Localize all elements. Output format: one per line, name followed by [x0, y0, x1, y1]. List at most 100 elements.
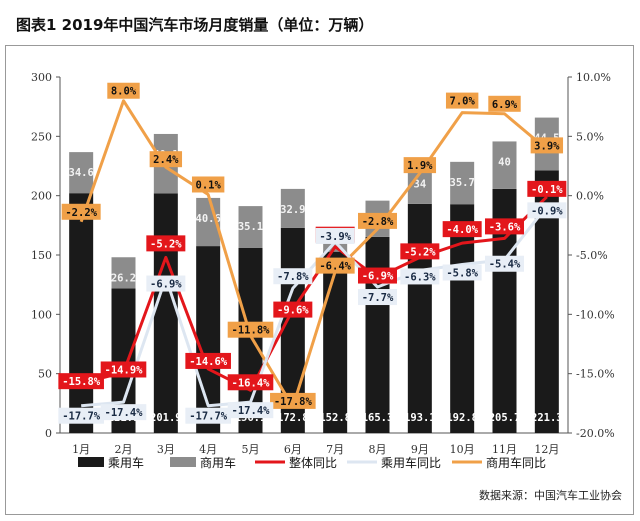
y-tick-label: 150	[31, 249, 52, 262]
x-tick-label: 7月	[326, 443, 344, 456]
line-passenger-yoy	[81, 205, 549, 408]
x-tick-label: 2月	[115, 443, 133, 456]
line-passenger-yoy-label-box	[185, 407, 231, 424]
line-passenger-yoy-label-box	[442, 264, 482, 281]
bar-commercial-label: 34	[414, 179, 427, 191]
line-total-yoy-label: -14.6%	[189, 356, 228, 368]
legend-label: 商用车	[200, 455, 236, 470]
line-passenger-yoy-label: -17.4%	[232, 405, 271, 417]
line-total-yoy-label-box	[400, 243, 440, 260]
y2-tick-label: 0.0%	[576, 190, 604, 203]
line-total-yoy-label: -15.8%	[62, 376, 101, 388]
line-passenger-yoy-label: -7.7%	[362, 292, 394, 304]
y-tick-label: 100	[31, 308, 52, 321]
y2-tick-label: -15.0%	[576, 368, 615, 381]
line-commercial-yoy-label-box	[445, 92, 479, 109]
y-tick-label: 200	[31, 190, 52, 203]
line-total-yoy-label-box	[100, 361, 147, 378]
chart-title: 图表1 2019年中国汽车市场月度销量（单位：万辆）	[16, 16, 374, 34]
bar-passenger-label: 172.8	[277, 412, 309, 424]
line-total-yoy-label: -9.6%	[277, 305, 309, 317]
line-commercial-yoy-label-box	[530, 137, 564, 154]
bar-commercial	[450, 161, 475, 205]
line-total-yoy-label-box	[442, 221, 482, 238]
line-passenger-yoy-label-box	[58, 407, 104, 424]
line-passenger-yoy-label-box	[400, 268, 440, 285]
legend-swatch	[170, 457, 196, 467]
line-commercial-yoy-label-box	[270, 392, 316, 409]
bar-passenger-label: 205.7	[489, 412, 521, 424]
x-tick-label: 6月	[284, 443, 302, 456]
bar-passenger-label: 152.8	[319, 412, 351, 424]
y-tick-label: 250	[31, 130, 52, 143]
line-total-yoy-label: -16.4%	[232, 377, 271, 389]
x-tick-label: 8月	[369, 443, 387, 456]
line-total-yoy-label: -5.2%	[404, 246, 436, 258]
bar-commercial-label: 35.7	[450, 177, 475, 189]
x-tick-label: 10月	[450, 443, 475, 456]
line-commercial-yoy-label: -2.2%	[65, 207, 97, 219]
line-commercial-yoy-label: 1.9%	[407, 160, 433, 172]
line-commercial-yoy-label-box	[315, 257, 355, 274]
bar-commercial	[492, 141, 517, 189]
y-tick-label: 300	[31, 71, 52, 84]
line-passenger-yoy-label-box	[100, 404, 147, 421]
bar-commercial-label: 32.9	[280, 204, 305, 216]
bar-passenger	[153, 193, 178, 433]
x-tick-label: 12月	[534, 443, 559, 456]
line-total-yoy-label: -14.9%	[105, 364, 144, 376]
y2-tick-label: 10.0%	[576, 71, 611, 84]
line-commercial-yoy-label: 7.0%	[450, 96, 476, 108]
bar-passenger	[365, 236, 390, 433]
line-passenger-yoy-label: -5.8%	[446, 267, 478, 279]
legend-label: 商用车同比	[486, 455, 546, 470]
line-commercial-yoy-label-box	[488, 95, 521, 112]
line-passenger-yoy-label: -17.7%	[189, 411, 228, 423]
line-total-yoy-label-box	[273, 301, 313, 318]
line-passenger-yoy-label: -0.9%	[531, 205, 563, 217]
x-tick-label: 9月	[411, 443, 429, 456]
legend-label: 整体同比	[289, 455, 337, 470]
line-passenger-yoy-label: -5.4%	[489, 259, 521, 271]
bar-passenger-label: 193.1	[404, 412, 436, 424]
line-passenger-yoy-label: -3.9%	[319, 231, 351, 243]
line-total-yoy-label-box	[58, 373, 104, 390]
line-commercial-yoy-label: 0.1%	[196, 179, 222, 191]
legend-label: 乘用车同比	[381, 455, 441, 470]
x-tick-label: 11月	[492, 443, 517, 456]
line-commercial-yoy-label-box	[191, 176, 225, 193]
line-total-yoy-label-box	[227, 374, 274, 391]
line-passenger-yoy-label-box	[485, 255, 524, 272]
y2-tick-label: 5.0%	[576, 130, 604, 143]
line-commercial-yoy-label-box	[227, 321, 274, 338]
bar-passenger-label: 221.3	[531, 412, 563, 424]
line-commercial-yoy-label: -6.4%	[319, 261, 351, 273]
line-commercial-yoy-label-box	[358, 212, 397, 229]
line-commercial-yoy-label: 6.9%	[492, 99, 518, 111]
y2-tick-label: -10.0%	[576, 308, 615, 321]
line-passenger-yoy-label-box	[227, 402, 274, 419]
line-total-yoy-label: -5.2%	[150, 238, 182, 250]
y-tick-label: 0	[45, 427, 52, 440]
line-commercial-yoy-label-box	[149, 151, 183, 168]
bar-passenger-label: 192.8	[446, 412, 478, 424]
line-total-yoy-label-box	[185, 352, 231, 369]
line-commercial-yoy-label: 3.9%	[534, 140, 560, 152]
line-passenger-yoy-label: -6.3%	[404, 271, 436, 283]
line-passenger-yoy-label-box	[527, 202, 567, 219]
bar-passenger-label: 165.3	[362, 412, 394, 424]
line-passenger-yoy-label-box	[146, 275, 186, 292]
bar-passenger-label: 201.9	[150, 412, 182, 424]
line-commercial-yoy-label: -17.8%	[274, 396, 313, 408]
bar-passenger	[450, 204, 475, 433]
line-total-yoy-label: -3.6%	[489, 221, 521, 233]
line-passenger-yoy-label: -6.9%	[150, 279, 182, 291]
y-tick-label: 50	[38, 368, 52, 381]
bar-commercial	[69, 152, 94, 194]
line-commercial-yoy-label-box	[61, 203, 101, 220]
line-total-yoy-label-box	[527, 180, 567, 197]
legend-label: 乘用车	[108, 455, 144, 470]
bar-commercial-label: 34.6	[69, 167, 94, 179]
line-total-yoy-label: -0.1%	[531, 184, 563, 196]
